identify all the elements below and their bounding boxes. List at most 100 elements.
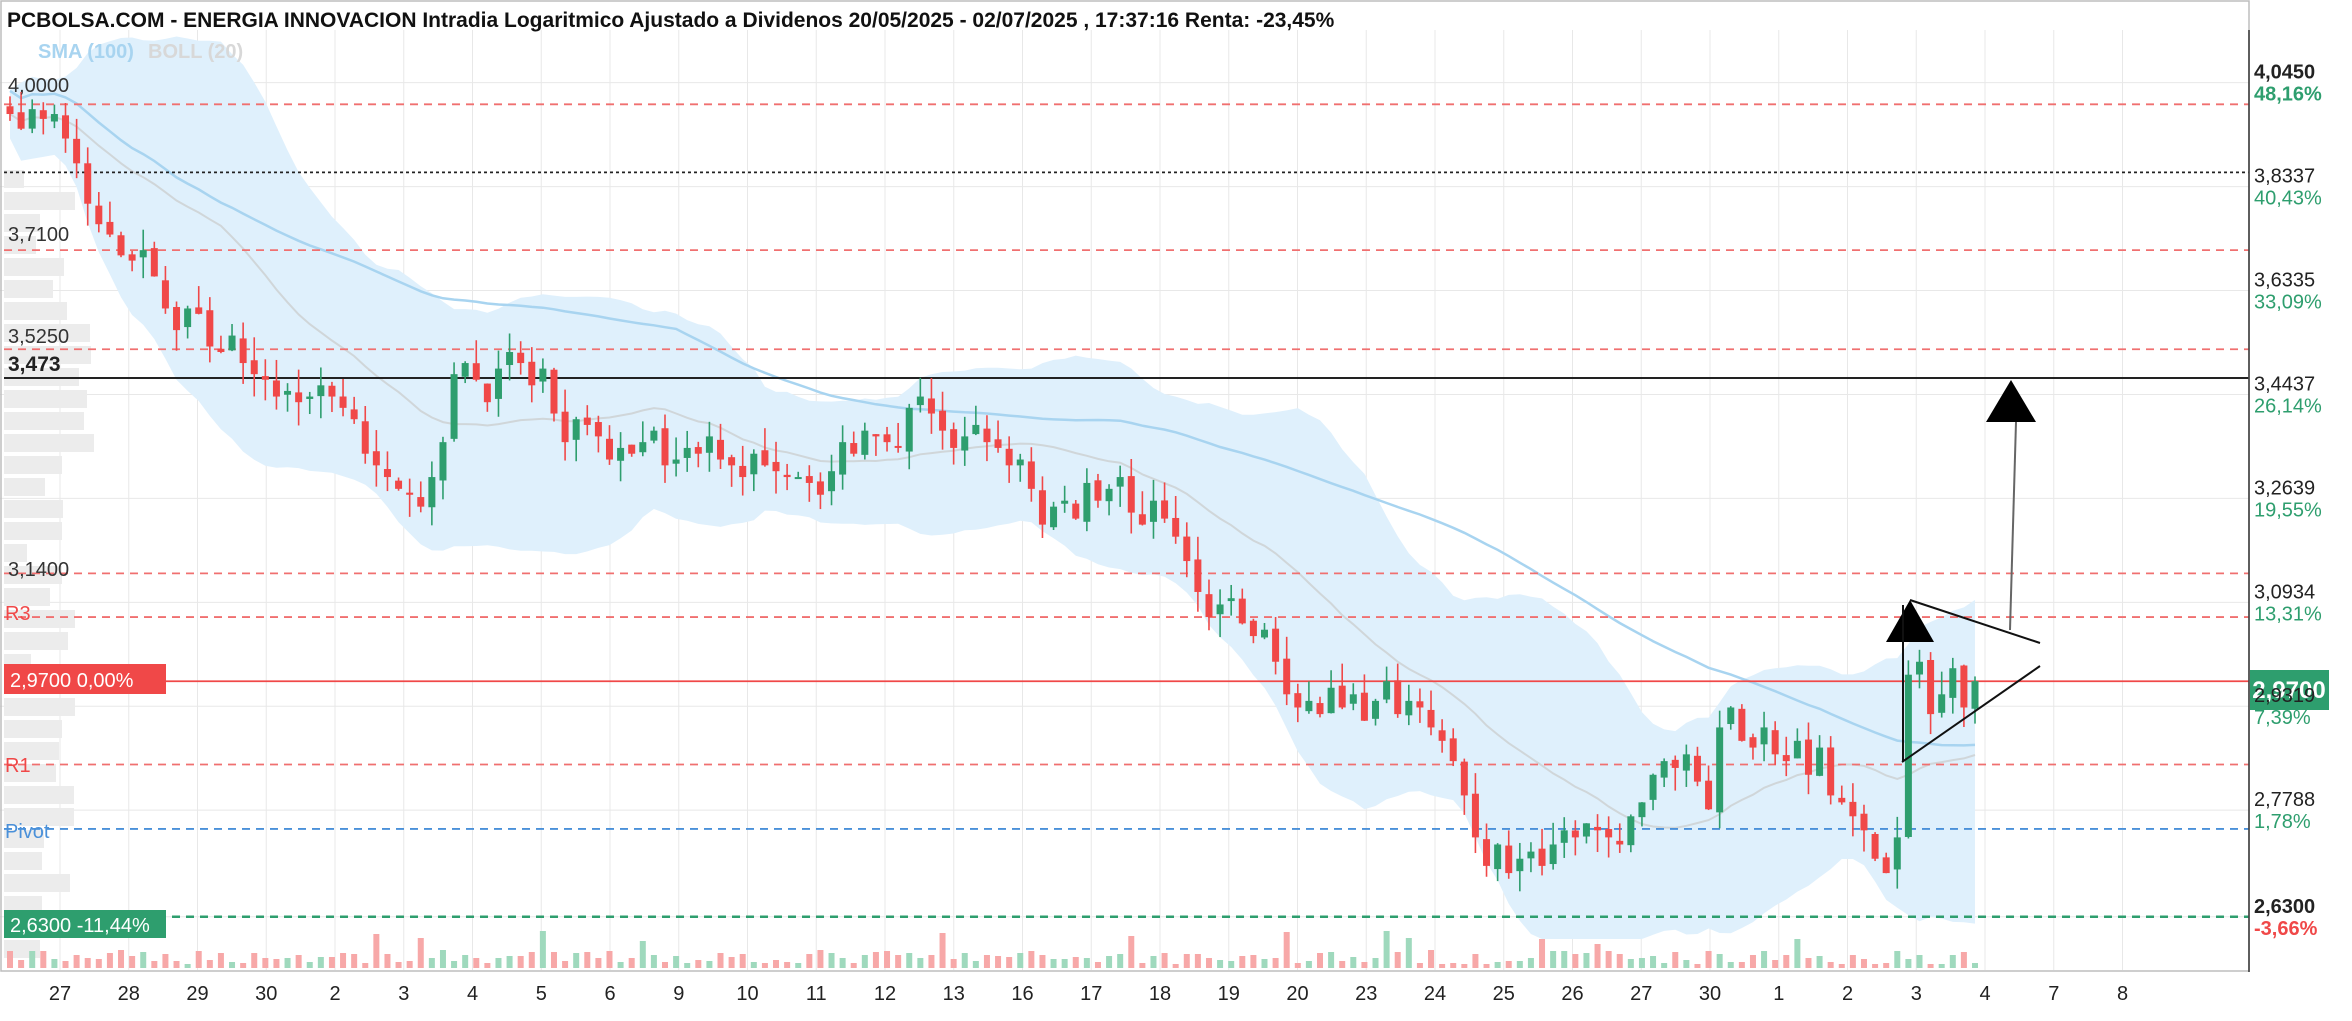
- candle-body: [28, 109, 36, 129]
- volume-bar: [140, 952, 147, 968]
- level-label-current: 2,9700 0,00%: [10, 670, 134, 692]
- candle-body: [883, 434, 891, 443]
- volume-bar: [739, 954, 746, 968]
- candle-body: [1483, 839, 1491, 866]
- candle-body: [927, 398, 935, 414]
- candle-body: [1127, 476, 1135, 513]
- volume-bar: [95, 959, 102, 968]
- candle-body: [95, 205, 103, 225]
- volume-profile-bar: [4, 412, 84, 430]
- candle-body: [1183, 536, 1191, 562]
- date-tick-label: 23: [1355, 983, 1377, 1005]
- volume-bar: [151, 961, 158, 968]
- volume-bar: [850, 963, 857, 968]
- candle-body: [1027, 461, 1035, 489]
- candle-body: [605, 438, 613, 460]
- candle-body: [1582, 823, 1590, 837]
- current-price-tag: [2250, 670, 2329, 710]
- volume-bar: [562, 961, 569, 968]
- up-triangle-marker: [1886, 600, 1934, 642]
- target-arrow-line: [2009, 421, 2017, 631]
- candle-body: [472, 363, 480, 380]
- volume-bar: [451, 961, 458, 968]
- volume-bar: [784, 962, 791, 968]
- candle-body: [1438, 730, 1446, 741]
- volume-bar: [1194, 954, 1201, 968]
- level-label-3710: 3,7100: [8, 224, 69, 246]
- volume-bar: [684, 963, 691, 968]
- candle-body: [1527, 851, 1535, 859]
- volume-profile-bar: [4, 742, 59, 760]
- volume-bar: [872, 952, 879, 968]
- candle-body: [1960, 665, 1968, 708]
- volume-bar: [18, 960, 25, 968]
- volume-bar: [1217, 960, 1224, 968]
- candle-body: [1061, 500, 1069, 504]
- volume-bar: [939, 933, 946, 968]
- volume-bar: [1894, 951, 1901, 968]
- candle-body: [1871, 833, 1879, 859]
- volume-bar: [62, 961, 69, 968]
- volume-profile-bar: [4, 830, 44, 848]
- date-tick-label: 3: [398, 983, 409, 1005]
- candle-body: [239, 338, 247, 364]
- candle-body: [1072, 503, 1080, 519]
- volume-bar: [262, 958, 269, 968]
- volume-bar: [484, 963, 491, 968]
- candle-body: [106, 221, 114, 235]
- candle-body: [494, 368, 502, 399]
- candle-body: [805, 476, 813, 483]
- candle-body: [1693, 755, 1701, 782]
- candle-body: [184, 308, 192, 328]
- candle-body: [739, 465, 747, 478]
- volume-bar: [1616, 954, 1623, 968]
- legend-boll: BOLL (20): [148, 41, 243, 63]
- candle-body: [872, 434, 880, 437]
- candle-body: [1138, 514, 1146, 525]
- volume-bar: [1605, 951, 1612, 968]
- triangle-lower-line: [1901, 665, 2041, 763]
- triangle-upper-line: [1909, 599, 2041, 644]
- volume-bar: [1305, 961, 1312, 968]
- volume-bar: [773, 960, 780, 968]
- volume-bar: [539, 931, 546, 968]
- price-tick-label: 3,4437: [2254, 373, 2315, 395]
- date-axis: 27 28 29 30 2 3 4 5 6 9 10 11 12 13 16 17 18 19 20 23 24 25 26…: [49, 983, 2128, 1005]
- candle-body: [1838, 797, 1846, 803]
- volume-bar: [428, 958, 435, 968]
- percent-tick-label: 40,43%: [2254, 188, 2322, 210]
- candle-body: [217, 348, 225, 353]
- percent-tick-label: -3,66%: [2254, 918, 2318, 940]
- candle-body: [428, 477, 436, 508]
- support-level-badge: [4, 910, 166, 938]
- candle-body: [1405, 700, 1413, 716]
- candle-body: [1594, 826, 1602, 831]
- level-label-3140: 3,1400: [8, 559, 69, 581]
- candle-body: [1094, 480, 1102, 501]
- candle-body: [1327, 687, 1335, 714]
- candle-body: [1627, 816, 1635, 846]
- volume-bar: [506, 956, 513, 968]
- volume-bar: [373, 934, 380, 968]
- candle-body: [1804, 739, 1812, 775]
- volume-bar: [417, 938, 424, 968]
- candle-body: [1116, 477, 1124, 487]
- candle-body: [1849, 801, 1857, 817]
- volume-bar: [717, 953, 724, 968]
- volume-bar: [1294, 963, 1301, 968]
- volume-profile-bar: [4, 324, 90, 342]
- candle-body: [1038, 490, 1046, 525]
- percent-tick-label: 33,09%: [2254, 292, 2322, 314]
- candle-body: [195, 307, 203, 314]
- candle-body: [1427, 709, 1435, 728]
- candle-body: [306, 396, 314, 399]
- candle-body: [1749, 737, 1757, 748]
- volume-bar: [1139, 963, 1146, 968]
- volume-bar: [129, 956, 136, 968]
- candle-body: [1449, 738, 1457, 762]
- volume-bar: [1494, 962, 1501, 968]
- volume-bar: [184, 964, 191, 968]
- date-tick-label: 28: [118, 983, 140, 1005]
- candle-body: [1172, 517, 1180, 537]
- volume-bar: [550, 952, 557, 968]
